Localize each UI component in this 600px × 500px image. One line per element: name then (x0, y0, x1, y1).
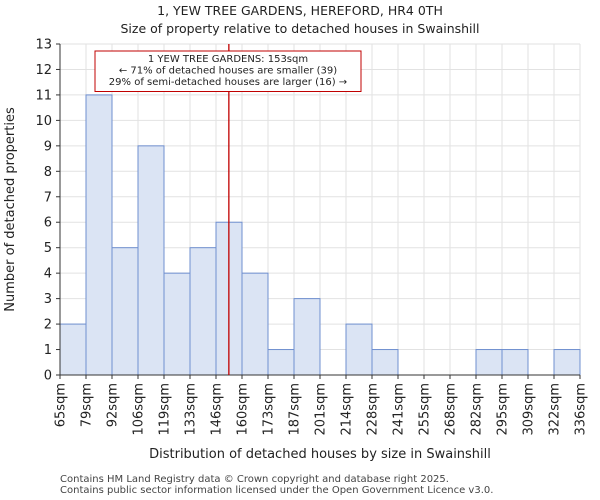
y-tick-label: 7 (44, 190, 52, 205)
y-tick-label: 8 (44, 165, 52, 180)
x-tick-label: 133sqm (184, 383, 199, 436)
chart-title: 1, YEW TREE GARDENS, HEREFORD, HR4 0TH (157, 3, 443, 18)
annotation-line: 29% of semi-detached houses are larger (… (109, 77, 347, 88)
x-tick-label: 92sqm (106, 383, 121, 427)
x-tick-label: 79sqm (80, 383, 95, 427)
y-tick-label: 11 (35, 88, 52, 103)
bar (267, 349, 295, 376)
y-tick-label: 3 (44, 292, 52, 307)
chart-subtitle: Size of property relative to detached ho… (120, 21, 480, 36)
x-tick-label: 295sqm (496, 383, 511, 436)
x-tick-label: 146sqm (210, 383, 225, 436)
x-axis-title: Distribution of detached houses by size … (149, 447, 491, 462)
x-tick-label: 187sqm (288, 383, 303, 436)
y-tick-label: 13 (35, 38, 52, 53)
x-tick-label: 160sqm (236, 383, 251, 436)
x-tick-label: 309sqm (522, 383, 537, 436)
y-tick-label: 10 (35, 114, 52, 129)
y-tick-label: 2 (44, 318, 52, 333)
x-tick-label: 119sqm (158, 383, 173, 436)
x-tick-label: 201sqm (314, 383, 329, 436)
copyright-footer: Contains HM Land Registry data © Crown c… (60, 474, 449, 485)
y-tick-label: 6 (44, 216, 52, 231)
y-tick-label: 1 (44, 343, 52, 358)
y-tick-label: 9 (44, 139, 52, 154)
bar (475, 349, 503, 376)
y-tick-label: 12 (35, 63, 52, 78)
x-tick-label: 241sqm (392, 383, 407, 436)
annotation-line: 1 YEW TREE GARDENS: 153sqm (148, 54, 308, 65)
bar (501, 349, 529, 376)
y-tick-label: 4 (44, 267, 52, 282)
x-tick-label: 228sqm (366, 383, 381, 436)
licence-footer: Contains public sector information licen… (60, 485, 494, 496)
y-axis-title: Number of detached properties (3, 107, 18, 312)
bar (293, 298, 321, 376)
bar (345, 323, 373, 376)
x-tick-label: 65sqm (54, 383, 69, 427)
bar (163, 272, 191, 376)
x-tick-label: 282sqm (470, 383, 485, 436)
bar (111, 247, 139, 376)
x-tick-label: 106sqm (132, 383, 147, 436)
x-tick-label: 173sqm (262, 383, 277, 436)
x-tick-label: 336sqm (574, 383, 589, 436)
x-tick-label: 268sqm (444, 383, 459, 436)
bar (553, 349, 581, 376)
bar (137, 145, 165, 376)
bar (59, 323, 87, 376)
x-tick-label: 255sqm (418, 383, 433, 436)
x-tick-label: 214sqm (340, 383, 355, 436)
bar (189, 247, 217, 376)
bar (241, 272, 269, 376)
bar (371, 349, 399, 376)
annotation-line: ← 71% of detached houses are smaller (39… (119, 66, 337, 77)
bar (85, 94, 113, 376)
y-tick-label: 0 (44, 369, 52, 384)
annotation-box (94, 50, 362, 92)
y-tick-label: 5 (44, 241, 52, 256)
x-tick-label: 322sqm (548, 383, 563, 436)
